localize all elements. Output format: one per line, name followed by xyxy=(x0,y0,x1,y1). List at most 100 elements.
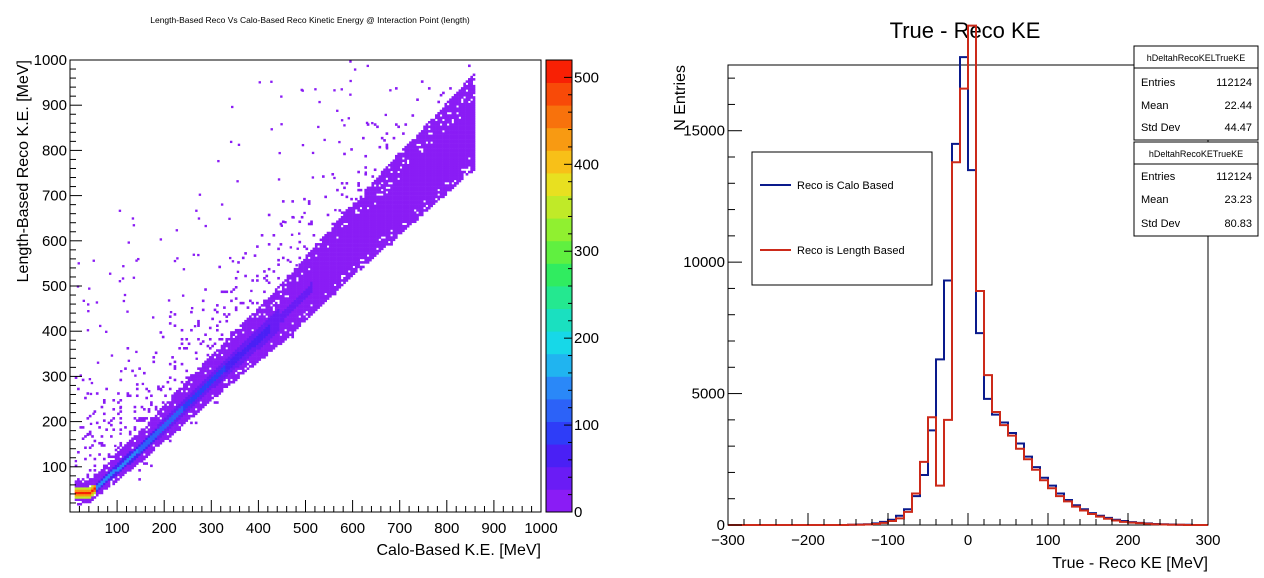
heatmap-cell xyxy=(237,358,240,361)
heatmap-cell xyxy=(439,143,443,147)
heatmap-cell xyxy=(385,240,389,244)
heatmap-cell xyxy=(86,496,90,499)
heatmap-cell xyxy=(326,249,330,253)
heatmap-cell xyxy=(449,168,452,172)
heatmap-cell xyxy=(444,107,448,111)
heatmap-cell xyxy=(373,168,377,172)
heatmap-cell xyxy=(312,270,316,273)
heatmap-cell xyxy=(300,274,304,278)
heatmap-cell xyxy=(470,136,473,140)
heatmap-cell xyxy=(394,195,398,199)
heatmap-cell xyxy=(258,351,262,355)
heatmap-cell xyxy=(343,218,346,221)
heatmap-cell xyxy=(369,245,372,248)
heatmap-cell xyxy=(439,154,443,158)
heatmap-cell xyxy=(387,222,391,226)
heatmap-cell xyxy=(157,428,160,431)
heatmap-cell xyxy=(159,430,163,434)
heatmap-cell xyxy=(397,213,400,217)
heatmap-cell xyxy=(380,175,384,178)
heatmap-cell xyxy=(281,337,285,341)
heatmap-cell xyxy=(317,276,320,280)
heatmap-cell xyxy=(427,191,431,194)
heatmap-cell xyxy=(427,163,431,167)
heatmap-cell xyxy=(107,421,111,425)
heatmap-cell xyxy=(74,480,78,483)
heatmap-cell xyxy=(135,453,139,456)
heatmap-cell xyxy=(293,274,297,278)
heatmap-cell xyxy=(409,157,412,160)
heatmap-cell xyxy=(402,200,405,203)
heatmap-cell xyxy=(324,254,327,257)
heatmap-cell xyxy=(110,423,113,427)
heatmap-cell xyxy=(145,441,149,445)
heatmap-cell xyxy=(105,484,108,488)
heatmap-cell xyxy=(289,297,292,300)
heatmap-cell xyxy=(291,331,295,334)
heatmap-cell xyxy=(444,118,448,122)
heatmap-cell xyxy=(465,125,469,129)
heatmap-cell xyxy=(411,159,415,162)
heatmap-cell xyxy=(310,290,313,294)
heatmap-cell xyxy=(307,270,311,273)
heatmap-cell xyxy=(383,240,386,244)
heatmap-cell xyxy=(420,175,424,178)
heatmap-cell xyxy=(86,498,90,501)
heatmap-cell xyxy=(150,437,153,440)
heatmap-cell xyxy=(326,234,330,237)
heatmap-cell xyxy=(402,202,405,205)
heatmap-cell xyxy=(260,356,264,359)
heatmap-cell xyxy=(74,484,78,488)
heatmap-cell xyxy=(138,460,141,463)
heatmap-cell xyxy=(216,401,219,404)
heatmap-cell xyxy=(324,276,327,280)
heatmap-cell xyxy=(88,378,92,381)
heatmap-cell xyxy=(77,489,80,492)
heatmap-cell xyxy=(218,376,222,379)
heatmap-cell xyxy=(357,209,360,212)
heatmap-cell xyxy=(347,254,351,257)
heatmap-cell xyxy=(208,337,212,341)
heatmap-cell xyxy=(194,401,198,404)
heatmap-cell xyxy=(413,193,417,196)
heatmap-cell xyxy=(463,125,466,129)
heatmap-cell xyxy=(143,430,146,434)
heatmap-cell xyxy=(472,152,476,156)
heatmap-cell xyxy=(121,464,125,468)
heatmap-cell xyxy=(246,344,250,348)
heatmap-cell xyxy=(369,224,372,228)
heatmap-cell xyxy=(193,325,197,328)
heatmap-cell xyxy=(250,289,253,293)
heatmap-cell xyxy=(430,152,433,156)
heatmap-cell xyxy=(333,261,337,264)
heatmap-cell xyxy=(126,441,130,445)
heatmap-cell xyxy=(456,163,459,167)
heatmap-cell xyxy=(286,279,290,282)
heatmap-cell xyxy=(380,213,384,217)
heatmap-cell xyxy=(197,371,200,375)
heatmap-cell xyxy=(317,279,320,282)
heatmap-cell xyxy=(373,182,377,185)
heatmap-cell xyxy=(378,182,382,185)
heatmap-cell xyxy=(281,297,285,300)
heatmap-cell xyxy=(102,471,106,474)
heatmap-cell xyxy=(307,301,311,305)
heatmap-cell xyxy=(197,374,200,377)
heatmap-cell xyxy=(265,310,269,314)
heatmap-cell xyxy=(296,301,299,305)
heatmap-cell xyxy=(352,238,356,242)
heatmap-cell xyxy=(277,304,280,307)
heatmap-cell xyxy=(354,240,358,244)
heatmap-cell xyxy=(333,247,337,251)
heatmap-cell xyxy=(409,141,412,144)
heatmap-cell xyxy=(380,204,384,208)
heatmap-cell xyxy=(218,367,222,370)
heatmap-cell xyxy=(416,186,419,190)
heatmap-cell xyxy=(168,419,172,422)
heatmap-cell xyxy=(201,308,205,312)
heatmap-cell xyxy=(333,231,337,235)
heatmap-cell xyxy=(451,186,455,190)
heatmap-cell xyxy=(159,435,163,438)
heatmap-cell xyxy=(84,446,87,450)
stats-stddev-label: Std Dev xyxy=(1141,122,1181,134)
